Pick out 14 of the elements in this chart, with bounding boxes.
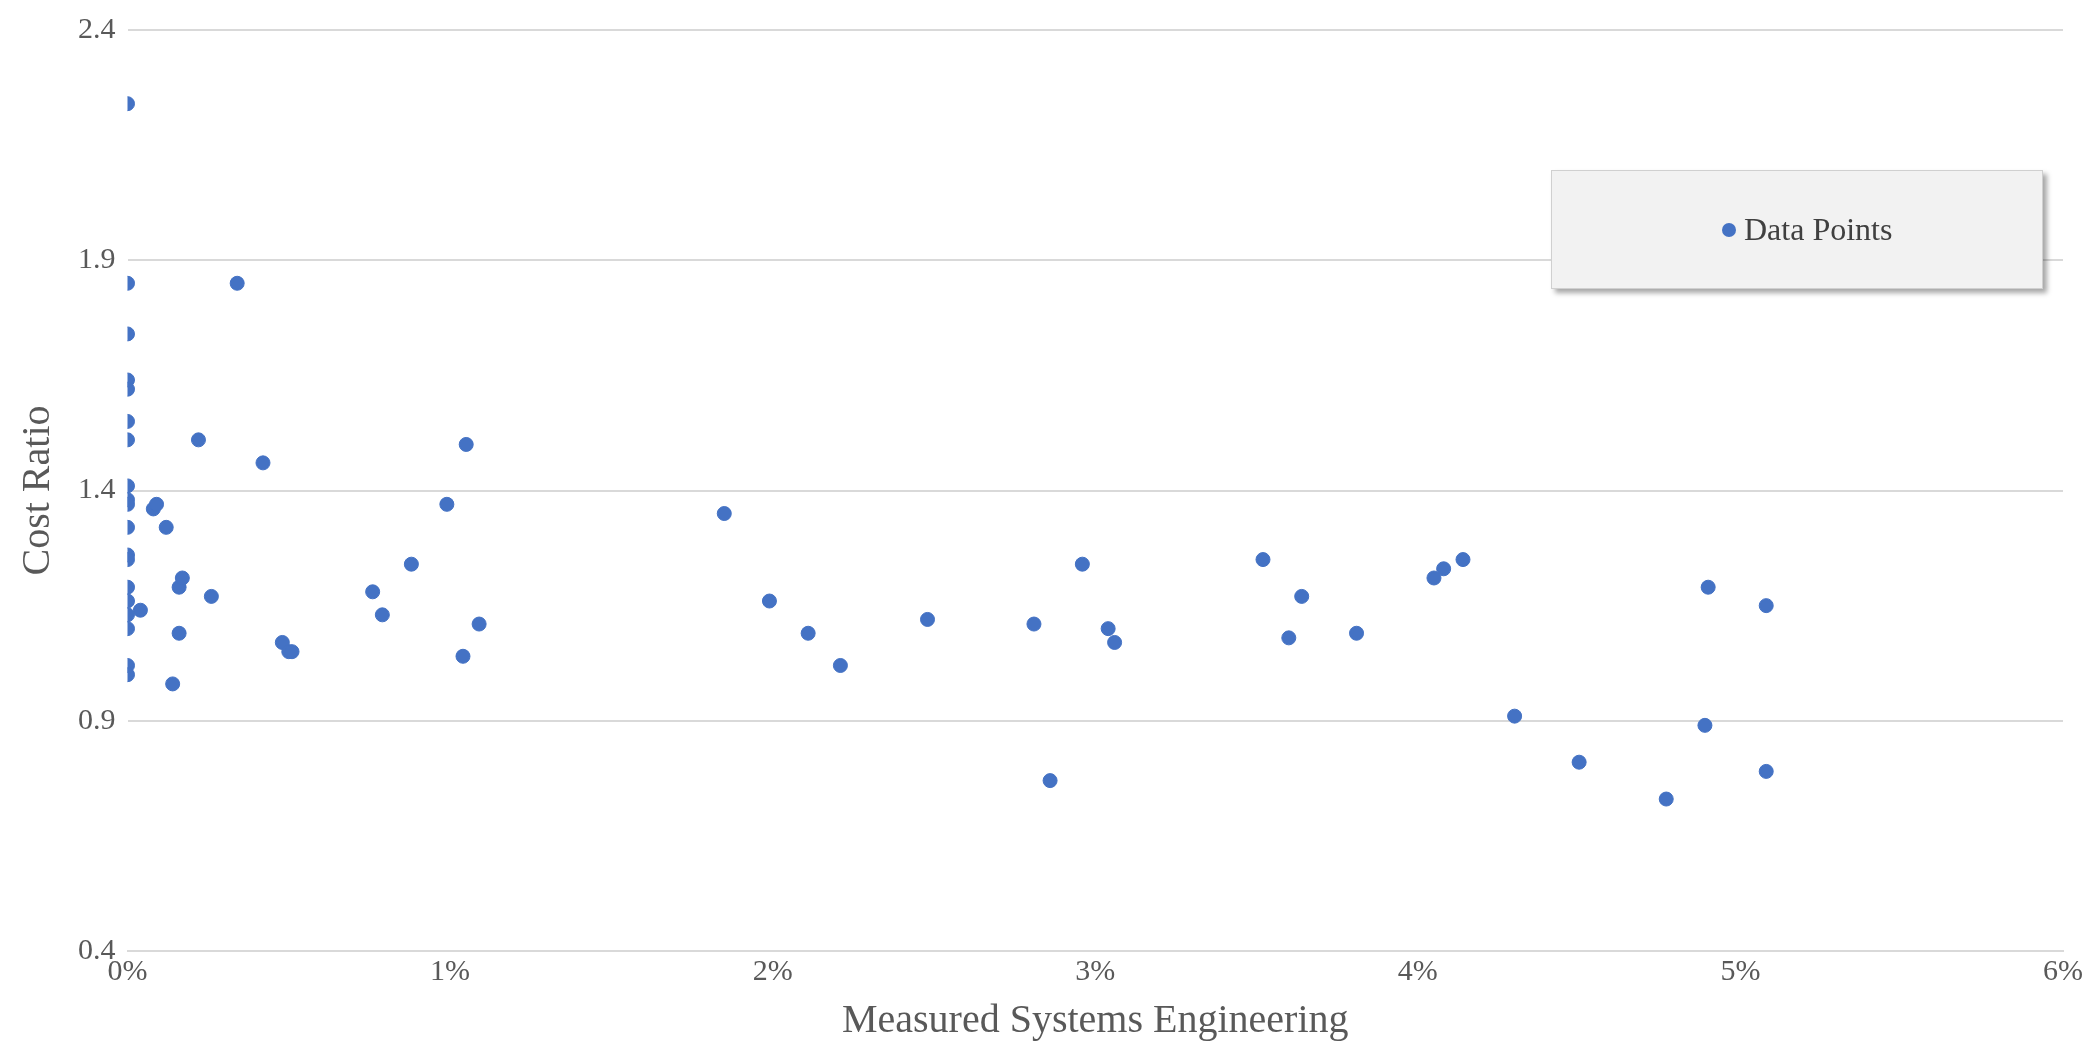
legend-label: Data Points: [1744, 211, 1893, 248]
y-tick-label: 1.9: [78, 241, 116, 275]
x-axis-title: Measured Systems Engineering: [841, 995, 1349, 1041]
y-axis-title: Cost Ratio: [12, 405, 58, 576]
x-tick-label: 6%: [2043, 952, 2083, 986]
y-tick-label: 0.9: [78, 701, 116, 735]
y-tick-label: 2.4: [78, 10, 116, 44]
y-tick-label: 1.4: [78, 471, 116, 505]
x-tick-label: 2%: [752, 952, 793, 986]
x-tick-label: 3%: [1075, 952, 1116, 986]
x-tick-label: 1%: [430, 952, 471, 986]
legend-panel: Data Points: [1551, 170, 2044, 289]
x-tick-label: 5%: [1720, 952, 1761, 986]
x-tick-label: 4%: [1397, 952, 1438, 986]
